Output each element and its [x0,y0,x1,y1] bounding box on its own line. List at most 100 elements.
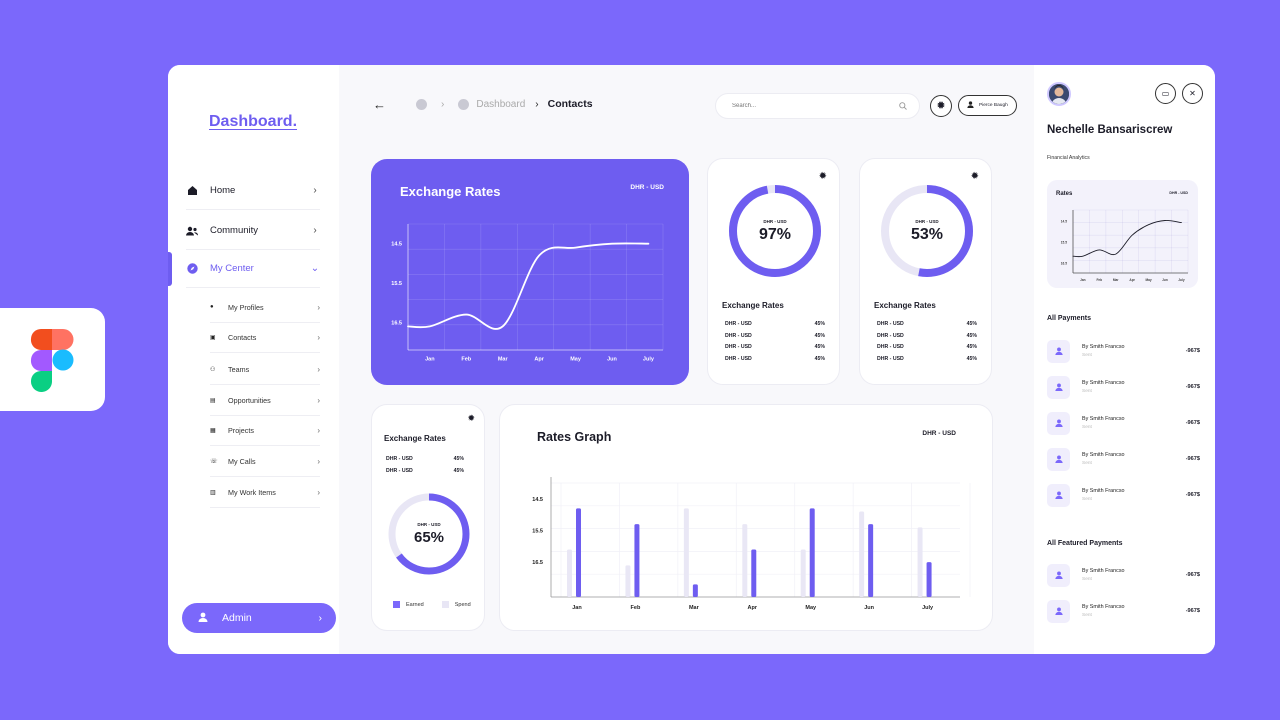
profile-role: Financial Analytics [1047,155,1090,161]
gear-icon[interactable]: ✹ [818,171,827,182]
card-title: Exchange Rates [400,184,501,199]
rate-value: 45% [814,344,825,350]
series-line [1072,220,1182,258]
user-icon [1047,447,1070,471]
compass-icon [458,98,470,110]
sidebar-subitem-my-calls[interactable]: ☏ My Calls › [210,446,320,477]
close-button[interactable]: ✕ [1182,83,1203,104]
user-icon [1047,375,1070,399]
y-tick-label: 14.5 [391,242,402,248]
rate-pair: DHR - USD [877,355,904,362]
x-tick-label: Feb [461,357,471,363]
sidebar-item-my-center[interactable]: My Center ⌄ [186,250,320,288]
sidebar-subitem-my-profiles[interactable]: ● My Profiles › [210,292,320,323]
rate-value: 45% [453,456,464,462]
briefcase-icon: ▦ [210,427,216,434]
section-title: All Payments [1047,315,1091,322]
payment-row[interactable]: By Smith Francso Sent -967$ [1047,561,1200,589]
chevron-right-icon: › [317,425,320,435]
rates-bar-chart: 14.5 15.5 16.5 Jan Feb Mar Apr May Jun July [532,477,971,611]
payment-row[interactable]: By Smith Francso Sent -967$ [1047,597,1200,625]
rate-pair: DHR - USD [877,321,904,327]
sidebar: Dashboard. Home › Community › My Center … [168,65,339,654]
payment-name: By Smith Francso [1082,488,1125,494]
sidebar-subitem-label: Contacts [228,332,257,342]
payment-row[interactable]: By Smith Francso Sent -967$ [1047,373,1200,401]
sidebar-subitem-teams[interactable]: ⚇ Teams › [210,354,320,385]
chevron-right-icon: › [317,332,320,342]
dashboard-window: Dashboard. Home › Community › My Center … [168,65,1215,654]
figma-icon [30,329,74,392]
x-tick-label: Jan [572,605,582,611]
donut-percent: 65% [413,529,445,546]
currency-pair: DHR - USD [630,184,664,191]
search-icon[interactable] [899,102,907,110]
donut-pair: DHR - USD [915,218,939,224]
user-icon [198,612,208,625]
donut-progress-arc [729,185,821,277]
payment-row[interactable]: By Smith Francso Sent -967$ [1047,409,1200,437]
payment-row[interactable]: By Smith Francso Sent -967$ [1047,337,1200,365]
home-icon[interactable] [416,98,427,110]
close-icon: ✕ [1189,89,1196,98]
payment-row[interactable]: By Smith Francso Sent -967$ [1047,481,1200,509]
bar-spend [742,524,748,597]
search-input[interactable] [732,103,899,109]
payment-amount: -967$ [1185,608,1200,614]
chevron-right-icon: › [317,364,320,374]
breadcrumb-parent[interactable]: Dashboard [476,98,526,110]
bar-earned [576,508,581,597]
admin-button[interactable]: Admin › [182,603,336,633]
card-title: Rates Graph [537,430,612,444]
profile-panel: ▭ ✕ Nechelle Bansariscrew Financial Anal… [1034,65,1215,654]
team-icon: ⚇ [210,366,216,373]
x-tick-label: Mar [498,357,509,363]
rate-row: DHR - USD 45% [877,344,977,350]
sidebar-item-label: Community [210,225,259,236]
sidebar-item-home[interactable]: Home › [186,172,320,210]
logo[interactable]: Dashboard. [209,113,298,130]
sidebar-item-community[interactable]: Community › [186,212,320,250]
bar-spend [800,549,806,597]
rate-value: 45% [966,355,977,362]
mini-chart-title: Rates [1056,191,1073,197]
mini-line-chart: 14.5 15.5 16.5 Jan Feb Mar Apr May Jun July [1061,209,1189,282]
user-menu-button[interactable]: Pierce Baugh [958,95,1017,116]
legend-swatch-spend [441,601,449,608]
exchange-rates-card: Exchange Rates DHR - USD 14.5 15.5 16.5 Jan… [371,159,689,385]
x-tick-label: May [805,605,817,611]
payment-amount: -967$ [1185,456,1200,462]
bar-earned [809,508,815,597]
bar-earned [634,524,640,597]
active-indicator [168,252,172,286]
chevron-right-icon: › [317,456,320,466]
sidebar-subitem-my-work-items[interactable]: ▥ My Work Items › [210,477,320,508]
rate-row: DHR - USD 45% [877,333,977,339]
sidebar-subitem-label: Teams [228,364,250,374]
sidebar-subitem-contacts[interactable]: ▣ Contacts › [210,322,320,353]
donut-chart: DHR - USD 97% [727,183,823,279]
sidebar-subitem-projects[interactable]: ▦ Projects › [210,415,320,446]
avatar[interactable] [1047,82,1071,106]
back-arrow-icon[interactable]: ← [373,97,386,112]
sidebar-subitem-opportunities[interactable]: ▤ Opportunities › [210,385,320,416]
sidebar-item-label: Home [210,185,236,196]
rate-value: 45% [966,321,977,327]
gear-icon[interactable]: ✹ [970,171,979,182]
card-title: Exchange Rates [874,301,936,310]
payment-status: Sent [1082,577,1092,582]
chevron-down-icon: ⌄ [310,263,320,274]
breadcrumb: › Dashboard › Contacts [416,98,593,110]
bar-spend [859,511,865,597]
gear-icon[interactable]: ✹ [467,413,475,423]
payment-amount: -967$ [1185,572,1200,578]
payment-row[interactable]: By Smith Francso Sent -967$ [1047,445,1200,473]
x-tick-label: Feb [631,605,641,611]
x-tick-label: Jun [864,605,874,611]
y-tick-label: 16.5 [532,560,543,566]
chevron-right-icon: › [313,225,317,236]
settings-button[interactable]: ✹ [930,95,952,117]
admin-label: Admin [222,612,252,624]
message-button[interactable]: ▭ [1155,83,1176,104]
x-tick-label: Jun [607,357,617,363]
